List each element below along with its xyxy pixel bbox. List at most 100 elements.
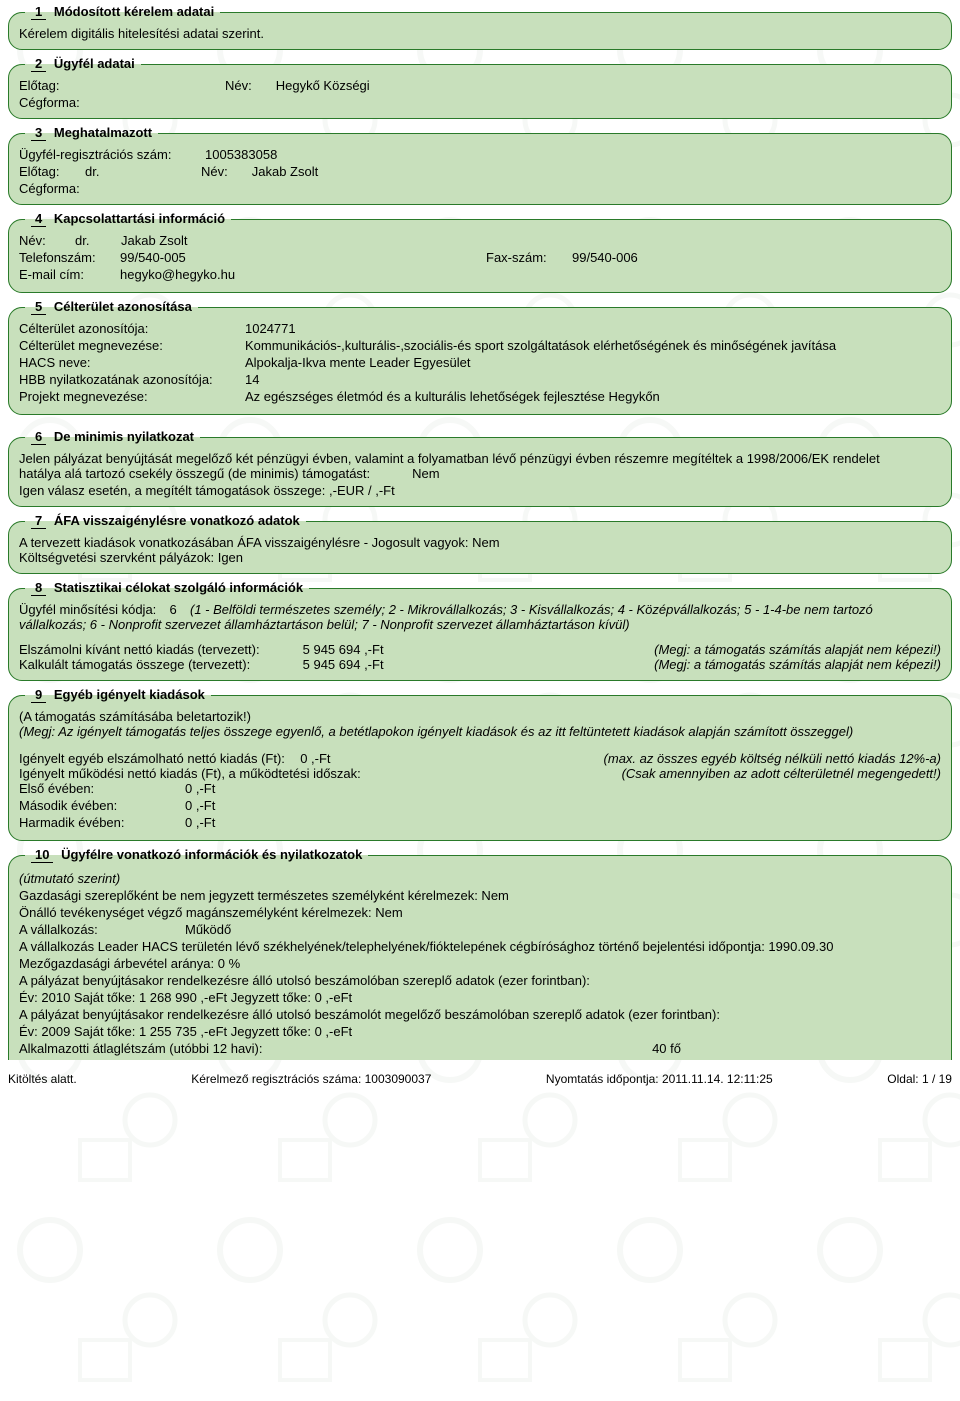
s10-l4: A vállalkozás Leader HACS területén lévő… [19,939,941,954]
s9-r1-note: (max. az összes egyéb költség nélküli ne… [604,751,941,766]
s5-row-value: 14 [245,372,259,387]
s8-b-label: Kalkulált támogatás összege (tervezett): [19,657,299,672]
nev-label-2: Név: [225,78,252,93]
legend-num-10: 10 [31,847,53,863]
fax-label: Fax-szám: [486,250,566,265]
kod-label: Ügyfél minősítési kódja: [19,602,156,617]
s9-r1-label: Igényelt egyéb elszámolható nettó kiadás… [19,751,285,766]
s5-row-value: Kommunikációs-,kulturális-,szociális-és … [245,338,836,353]
legend-10: 10 Ügyfélre vonatkozó információk és nyi… [25,847,368,863]
legend-title-3: Meghatalmazott [54,125,152,140]
footer-left: Kitöltés alatt. [8,1072,77,1086]
nev-value-2: Hegykő Községi [276,78,370,93]
reg-label: Ügyfél-regisztrációs szám: [19,147,199,162]
s8-a-note: (Megj: a támogatás számítás alapját nem … [654,642,941,657]
s8-b-note: (Megj: a támogatás számítás alapját nem … [654,657,941,672]
cegforma-label-2: Cégforma: [19,95,941,110]
s9-r2-label: Igényelt működési nettó kiadás (Ft), a m… [19,766,361,781]
s5-row-value: 1024771 [245,321,296,336]
s10-l10b: 40 fő [652,1041,681,1056]
legend-title-6: De minimis nyilatkozat [54,429,194,444]
s10-hint: (útmutató szerint) [19,871,941,886]
legend-num-9: 9 [31,687,46,703]
email-value: hegyko@hegyko.hu [120,267,235,282]
elotag-label-3: Előtag: [19,164,79,179]
section-meghatalmazott: 3 Meghatalmazott Ügyfél-regisztrációs sz… [8,125,952,205]
nev-value-4: Jakab Zsolt [121,233,187,248]
cegforma-label-3: Cégforma: [19,181,941,196]
s5-row-label: HBB nyilatkozatának azonosítója: [19,372,239,387]
s6-line2a: hatálya alá tartozó csekély összegű (de … [19,466,370,481]
reg-value: 1005383058 [205,147,277,162]
section-celterulet: 5 Célterület azonosítása Célterület azon… [8,299,952,415]
s10-l3a: A vállalkozás: [19,922,179,937]
section-ugyfel-adatai: 2 Ügyfél adatai Előtag: Név: Hegykő Közs… [8,56,952,119]
nev-prefix-4: dr. [75,233,115,248]
s5-row-value: Alpokalja-Ikva mente Leader Egyesület [245,355,470,370]
legend-8: 8 Statisztikai célokat szolgáló informác… [25,580,309,596]
legend-title-10: Ügyfélre vonatkozó információk és nyilat… [61,847,362,862]
legend-1: 1 Módosított kérelem adatai [25,4,220,20]
s9-y1-label: Első évében: [19,781,179,796]
s10-l9: Év: 2009 Saját tőke: 1 255 735 ,-eFt Jeg… [19,1024,941,1039]
s6-line1: Jelen pályázat benyújtását megelőző két … [19,451,941,466]
s6-line2b: Nem [412,466,439,481]
legend-num-3: 3 [31,125,46,141]
s5-row-value: Az egészséges életmód és a kulturális le… [245,389,660,404]
footer-mid1: Kérelmező regisztrációs száma: 100309003… [191,1072,431,1086]
s9-y1-value: 0 ,-Ft [185,781,215,796]
s10-l5: Mezőgazdasági árbevétel aránya: 0 % [19,956,941,971]
legend-title-8: Statisztikai célokat szolgáló információ… [54,580,303,595]
s9-line2: (Megj: Az igényelt támogatás teljes össz… [19,724,941,739]
footer-mid2: Nyomtatás időpontja: 2011.11.14. 12:11:2… [546,1072,773,1086]
legend-title-7: ÁFA visszaigénylésre vonatkozó adatok [54,513,300,528]
section-de-minimis: 6 De minimis nyilatkozat Jelen pályázat … [8,429,952,507]
s5-row-label: Célterület azonosítója: [19,321,239,336]
legend-9: 9 Egyéb igényelt kiadások [25,687,211,703]
legend-num-6: 6 [31,429,46,445]
s10-l8: A pályázat benyújtásakor rendelkezésre á… [19,1007,941,1022]
s9-line1: (A támogatás számításába beletartozik!) [19,709,941,724]
legend-num-2: 2 [31,56,46,72]
legend-num-4: 4 [31,211,46,227]
s8-b-value: 5 945 694 ,-Ft [303,657,384,672]
footer-right: Oldal: 1 / 19 [887,1072,952,1086]
tel-label: Telefonszám: [19,250,114,265]
s8-a-value: 5 945 694 ,-Ft [303,642,384,657]
section-statisztikai: 8 Statisztikai célokat szolgáló informác… [8,580,952,681]
legend-num-1: 1 [31,4,46,20]
s5-row-label: Projekt megnevezése: [19,389,239,404]
s9-y2-value: 0 ,-Ft [185,798,215,813]
s7-line2: Költségvetési szervként pályázok: Igen [19,550,941,565]
s10-l7: Év: 2010 Saját tőke: 1 268 990 ,-eFt Jeg… [19,990,941,1005]
s10-l1: Gazdasági szereplőként be nem jegyzett t… [19,888,941,903]
nev-value-3: Jakab Zsolt [252,164,318,179]
legend-3: 3 Meghatalmazott [25,125,158,141]
legend-title-9: Egyéb igényelt kiadások [54,687,205,702]
legend-title-1: Módosított kérelem adatai [54,4,214,19]
legend-title-2: Ügyfél adatai [54,56,135,71]
section-egyeb-igenyelt: 9 Egyéb igényelt kiadások (A támogatás s… [8,687,952,841]
legend-6: 6 De minimis nyilatkozat [25,429,200,445]
s10-l3b: Működő [185,922,231,937]
nev-label-3: Név: [201,164,228,179]
s5-row-label: Célterület megnevezése: [19,338,239,353]
legend-num-7: 7 [31,513,46,529]
s5-row-label: HACS neve: [19,355,239,370]
fax-value: 99/540-006 [572,250,638,265]
s9-y3-label: Harmadik évében: [19,815,179,830]
legend-2: 2 Ügyfél adatai [25,56,141,72]
email-label: E-mail cím: [19,267,114,282]
legend-num-5: 5 [31,299,46,315]
legend-num-8: 8 [31,580,46,596]
section-kapcsolattartasi: 4 Kapcsolattartási információ Név: dr. J… [8,211,952,293]
s9-r2-note: (Csak amennyiben az adott célterületnél … [622,766,941,781]
legend-5: 5 Célterület azonosítása [25,299,198,315]
legend-7: 7 ÁFA visszaigénylésre vonatkozó adatok [25,513,306,529]
legend-4: 4 Kapcsolattartási információ [25,211,231,227]
s10-l6: A pályázat benyújtásakor rendelkezésre á… [19,973,941,988]
nev-label-4: Név: [19,233,69,248]
kod-value: 6 [170,602,177,617]
s9-r1-value: 0 ,-Ft [300,751,330,766]
section-modositott-kerelem: 1 Módosított kérelem adatai Kérelem digi… [8,4,952,50]
